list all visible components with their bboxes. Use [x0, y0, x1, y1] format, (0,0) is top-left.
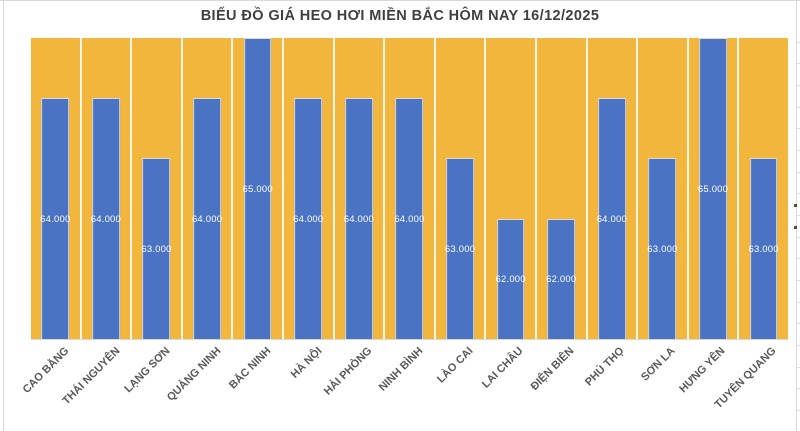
bar-value-label: 65.000 [242, 183, 273, 195]
bar-value-label: 64.000 [191, 213, 223, 225]
x-axis-labels: CAO BẰNG THÁI NGUYÊN LẠNG SƠN QUẢNG NINH BẮC… [21, 339, 788, 431]
bar-value-label: 64.000 [343, 213, 374, 225]
worksheet-green-marker [794, 204, 797, 207]
x-axis-label: CAO BẰNG [20, 345, 72, 396]
bar: 64.000 [343, 98, 374, 339]
bar-value-label: 64.000 [596, 213, 627, 225]
bar-value-label: 63.000 [647, 243, 678, 255]
bar: 62.000 [495, 218, 526, 339]
worksheet-gridline-stub [797, 42, 800, 43]
worksheet-gridline-stub [797, 302, 800, 303]
bar-value-label: 62.000 [546, 273, 577, 285]
worksheet-gridline-stub [797, 323, 800, 324]
bar-value-label: 64.000 [40, 213, 71, 225]
worksheet-gridline-stub [797, 128, 800, 129]
chart-title: BIỂU ĐỒ GIÁ HEO HƠI MIỀN BẮC HÔM NAY 16/… [200, 8, 600, 24]
worksheet-gridline-stub [797, 150, 800, 151]
category-slot: 63.000 [739, 38, 788, 339]
worksheet-gridline-stub [797, 388, 800, 389]
category-slot: 64.000 [385, 38, 436, 339]
bar: 63.000 [647, 158, 678, 339]
bar: 64.000 [40, 98, 71, 339]
worksheet-gridline-stub [797, 172, 800, 173]
bar-value-label: 64.000 [90, 213, 122, 225]
category-slot: 63.000 [132, 38, 183, 339]
worksheet-gridline-stub [797, 85, 800, 86]
worksheet-gridline-stub [797, 107, 800, 108]
category-slot: 62.000 [486, 38, 537, 339]
category-slot: 64.000 [82, 38, 133, 339]
bar: 63.000 [748, 158, 779, 339]
worksheet-gridline-stub [797, 258, 800, 259]
category-slot: 64.000 [335, 38, 386, 339]
worksheet-gridline-stub [797, 193, 800, 194]
bar-value-label: 64.000 [293, 213, 324, 225]
category-slot: 64.000 [183, 38, 234, 339]
worksheet-gridline-stub [797, 410, 800, 411]
bar: 63.000 [141, 158, 172, 339]
worksheet-green-marker [794, 226, 797, 229]
bar: 62.000 [546, 218, 577, 339]
frame-border-top [0, 0, 800, 1]
worksheet-gridline-stub [797, 345, 800, 346]
bar-value-label: 64.000 [394, 213, 425, 225]
category-slot: 65.000 [689, 38, 740, 339]
bar: 64.000 [293, 98, 324, 339]
category-slot: 62.000 [537, 38, 588, 339]
category-slot: 64.000 [588, 38, 639, 339]
bar-value-label: 63.000 [748, 243, 779, 255]
bar-value-label: 63.000 [141, 243, 172, 255]
bar-value-label: 62.000 [495, 273, 526, 285]
bar: 65.000 [697, 38, 729, 339]
category-slot: 63.000 [436, 38, 487, 339]
bar: 64.000 [394, 98, 425, 339]
bar: 64.000 [596, 98, 627, 339]
bar-value-label: 63.000 [444, 243, 476, 255]
category-slot: 64.000 [284, 38, 335, 339]
worksheet-gridline-stub [797, 367, 800, 368]
worksheet-gridline-stub [797, 237, 800, 238]
bar-value-label: 65.000 [697, 183, 729, 195]
bar: 64.000 [90, 98, 122, 339]
bar: 63.000 [444, 158, 476, 339]
worksheet-gridline-stub [797, 63, 800, 64]
category-slot: 65.000 [233, 38, 284, 339]
plot-area: 64.000 64.000 63.000 64.000 65.000 64.000 64.0… [31, 38, 788, 340]
worksheet-gridline-stub [797, 215, 800, 216]
worksheet-gridline-stub [797, 280, 800, 281]
category-slot: 63.000 [638, 38, 689, 339]
bar: 64.000 [191, 98, 223, 339]
category-slot: 64.000 [31, 38, 82, 339]
bar: 65.000 [242, 38, 273, 339]
frame-border-right [796, 0, 797, 431]
frame-border-left [3, 0, 4, 431]
